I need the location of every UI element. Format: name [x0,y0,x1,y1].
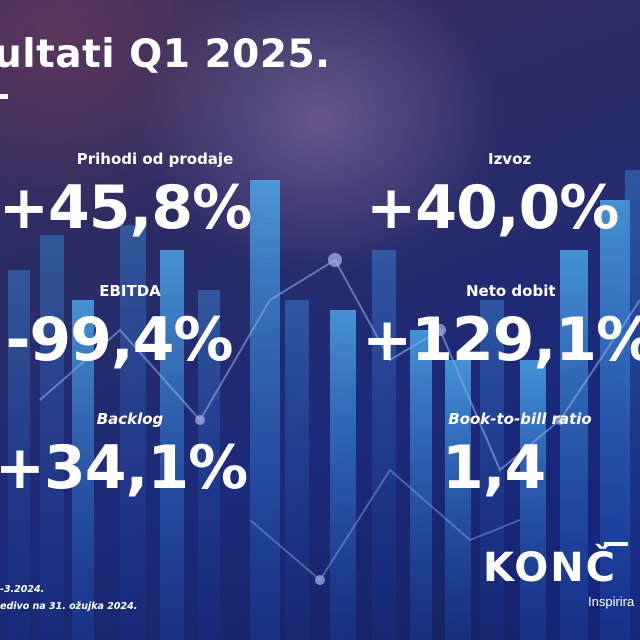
background-bar [120,225,146,640]
metric-ebitda: EBITDA -99,4% [0,282,260,370]
footnote-comparison: edivo na 31. ožujka 2024. [0,601,138,612]
background-bar [250,180,280,640]
company-tagline: Inspirira [588,594,635,609]
background-bar [445,360,471,640]
metric-value: +45,8% [0,173,252,243]
metric-book-to-bill: Book-to-bill ratio 1,4 [420,410,620,498]
metric-value: -99,4% [5,305,233,375]
background-bar [330,310,356,640]
footnote-period: -3.2024. [0,584,45,595]
background-bar [8,270,30,640]
background-bar [410,330,432,640]
background-bar [520,360,546,640]
background-bar [40,235,64,640]
title-underline-mark [0,94,8,99]
background-bar [160,250,184,640]
logo-accent-bar [604,542,628,546]
metric-value: 1,4 [442,433,546,503]
metric-label: Book-to-bill ratio [448,410,592,428]
company-logo: KONČ [483,545,618,591]
metric-label: Neto dobit [466,282,556,300]
metric-sales-revenue: Prihodi od prodaje +45,8% [0,150,270,238]
background-bar [372,250,396,640]
metric-label: Izvoz [488,150,532,168]
metric-label: Backlog [96,410,164,428]
metric-value: +40,0% [366,173,619,243]
metric-label: EBITDA [99,282,161,300]
background-bar [560,250,588,640]
page-title: ultati Q1 2025. [0,32,331,77]
metric-net-profit: Neto dobit +129,1% [362,282,640,370]
metric-value: +34,1% [0,433,248,503]
metric-backlog: Backlog +34,1% [0,410,260,498]
background-bar [72,300,94,640]
metric-label: Prihodi od prodaje [76,150,234,168]
background-bar [198,290,220,640]
metric-value: +129,1% [362,305,640,375]
background-bar [285,300,309,640]
metric-export: Izvoz +40,0% [366,150,640,238]
background-bar [625,170,640,640]
